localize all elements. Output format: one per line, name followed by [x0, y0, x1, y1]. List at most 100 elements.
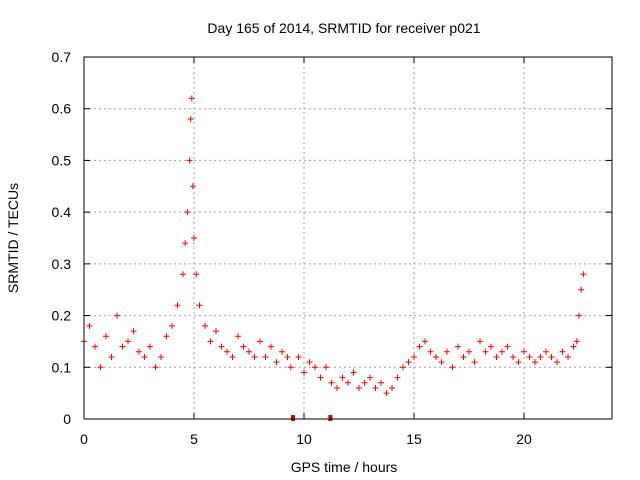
data-point — [312, 364, 318, 371]
tick-labels: 0 0.1 0.2 0.3 0.4 0.5 0.6 0.7 0 5 10 15 20 — [52, 49, 532, 447]
data-point — [378, 379, 384, 386]
data-point — [86, 322, 93, 329]
data-point — [218, 343, 225, 350]
data-point — [119, 343, 126, 350]
data-gap-marker — [291, 415, 295, 421]
data-point — [433, 353, 439, 360]
y-tick-label: 0.1 — [52, 359, 72, 375]
x-tick-label: 15 — [406, 431, 422, 447]
data-point — [350, 369, 357, 376]
data-point — [262, 353, 269, 360]
data-point — [306, 359, 313, 366]
data-point — [361, 379, 368, 386]
data-point — [251, 353, 258, 360]
data-point — [416, 343, 423, 350]
data-point — [334, 384, 340, 391]
data-point — [207, 338, 214, 345]
data-point — [103, 333, 109, 340]
data-point — [394, 374, 401, 381]
data-point — [189, 183, 196, 190]
data-point — [279, 348, 285, 355]
data-point — [471, 359, 478, 366]
data-point — [504, 343, 511, 350]
data-point — [193, 271, 200, 278]
data-point — [532, 359, 538, 366]
data-point — [301, 369, 307, 376]
data-point — [114, 312, 120, 319]
data-point — [521, 348, 527, 355]
data-point — [554, 359, 560, 366]
data-point — [317, 374, 324, 381]
data-point — [108, 353, 115, 360]
data-point — [224, 348, 230, 355]
data-point — [240, 343, 247, 350]
data-point — [466, 348, 472, 355]
data-point — [510, 353, 516, 360]
data-point — [323, 364, 329, 371]
data-point — [543, 348, 549, 355]
data-points — [81, 95, 587, 397]
data-point — [455, 343, 461, 350]
data-point — [147, 343, 153, 350]
data-point — [559, 348, 566, 355]
data-point — [187, 116, 194, 123]
data-point — [158, 353, 164, 360]
data-point — [548, 353, 555, 360]
data-point — [482, 348, 489, 355]
data-point — [537, 353, 544, 360]
data-point — [273, 359, 280, 366]
data-point — [499, 348, 505, 355]
data-point — [169, 322, 175, 329]
chart-title: Day 165 of 2014, SRMTID for receiver p02… — [207, 20, 480, 36]
data-point — [580, 271, 587, 278]
data-point — [186, 157, 193, 164]
x-axis-title: GPS time / hours — [291, 459, 398, 475]
data-point — [180, 271, 186, 278]
plot-frame — [83, 56, 613, 420]
data-point — [246, 348, 252, 355]
data-point — [444, 348, 450, 355]
data-point — [328, 379, 335, 386]
data-point — [493, 353, 500, 360]
data-point — [257, 338, 263, 345]
data-point — [188, 95, 195, 102]
data-point — [477, 338, 483, 345]
data-point — [339, 374, 346, 381]
data-point — [578, 286, 585, 293]
data-point — [449, 364, 456, 371]
y-tick-label: 0.6 — [52, 101, 72, 117]
data-point — [136, 348, 142, 355]
data-point — [202, 322, 208, 329]
axis-ticks — [83, 56, 612, 420]
data-point — [163, 333, 170, 340]
data-gap-markers — [291, 415, 333, 421]
y-tick-label: 0.7 — [52, 49, 72, 65]
y-tick-label: 0 — [63, 411, 71, 427]
data-point — [184, 209, 191, 216]
data-point — [152, 364, 159, 371]
data-point — [97, 364, 104, 371]
data-point — [383, 390, 390, 397]
data-point — [573, 338, 580, 345]
y-tick-label: 0.5 — [52, 152, 72, 168]
y-tick-label: 0.4 — [52, 204, 72, 220]
data-point — [92, 343, 98, 350]
data-point — [268, 343, 274, 350]
data-point — [526, 353, 533, 360]
data-point — [411, 353, 417, 360]
data-point — [287, 364, 294, 371]
data-point — [174, 302, 181, 309]
x-tick-label: 10 — [296, 431, 312, 447]
data-point — [235, 333, 241, 340]
data-point — [576, 312, 582, 319]
x-tick-label: 5 — [190, 431, 198, 447]
data-point — [427, 348, 434, 355]
grid — [84, 57, 612, 419]
data-point — [460, 353, 467, 360]
data-point — [196, 302, 203, 309]
data-point — [345, 379, 351, 386]
data-point — [389, 384, 395, 391]
data-point — [229, 353, 236, 360]
y-tick-label: 0.2 — [52, 308, 72, 324]
